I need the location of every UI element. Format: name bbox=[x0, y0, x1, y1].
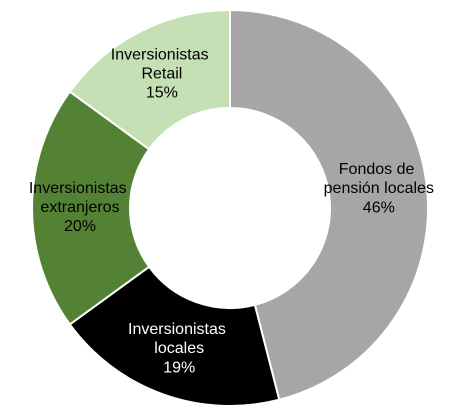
donut-slice bbox=[31, 90, 151, 326]
slice-value-label: 19% bbox=[163, 359, 195, 376]
slice-value-label: 46% bbox=[363, 199, 395, 216]
slice-category-label: Fondos de pensión locales bbox=[324, 161, 434, 197]
donut-slice bbox=[68, 8, 231, 151]
donut-slice bbox=[229, 8, 429, 401]
slice-category-label: Inversionistas locales bbox=[128, 321, 230, 357]
slice-category-label: Inversionistas extranjeros bbox=[29, 180, 131, 216]
donut-slice bbox=[68, 265, 281, 407]
slice-value-label: 20% bbox=[64, 218, 96, 235]
slice-category-label: Inversionistas Retail bbox=[111, 47, 213, 83]
slice-value-label: 15% bbox=[146, 85, 178, 102]
